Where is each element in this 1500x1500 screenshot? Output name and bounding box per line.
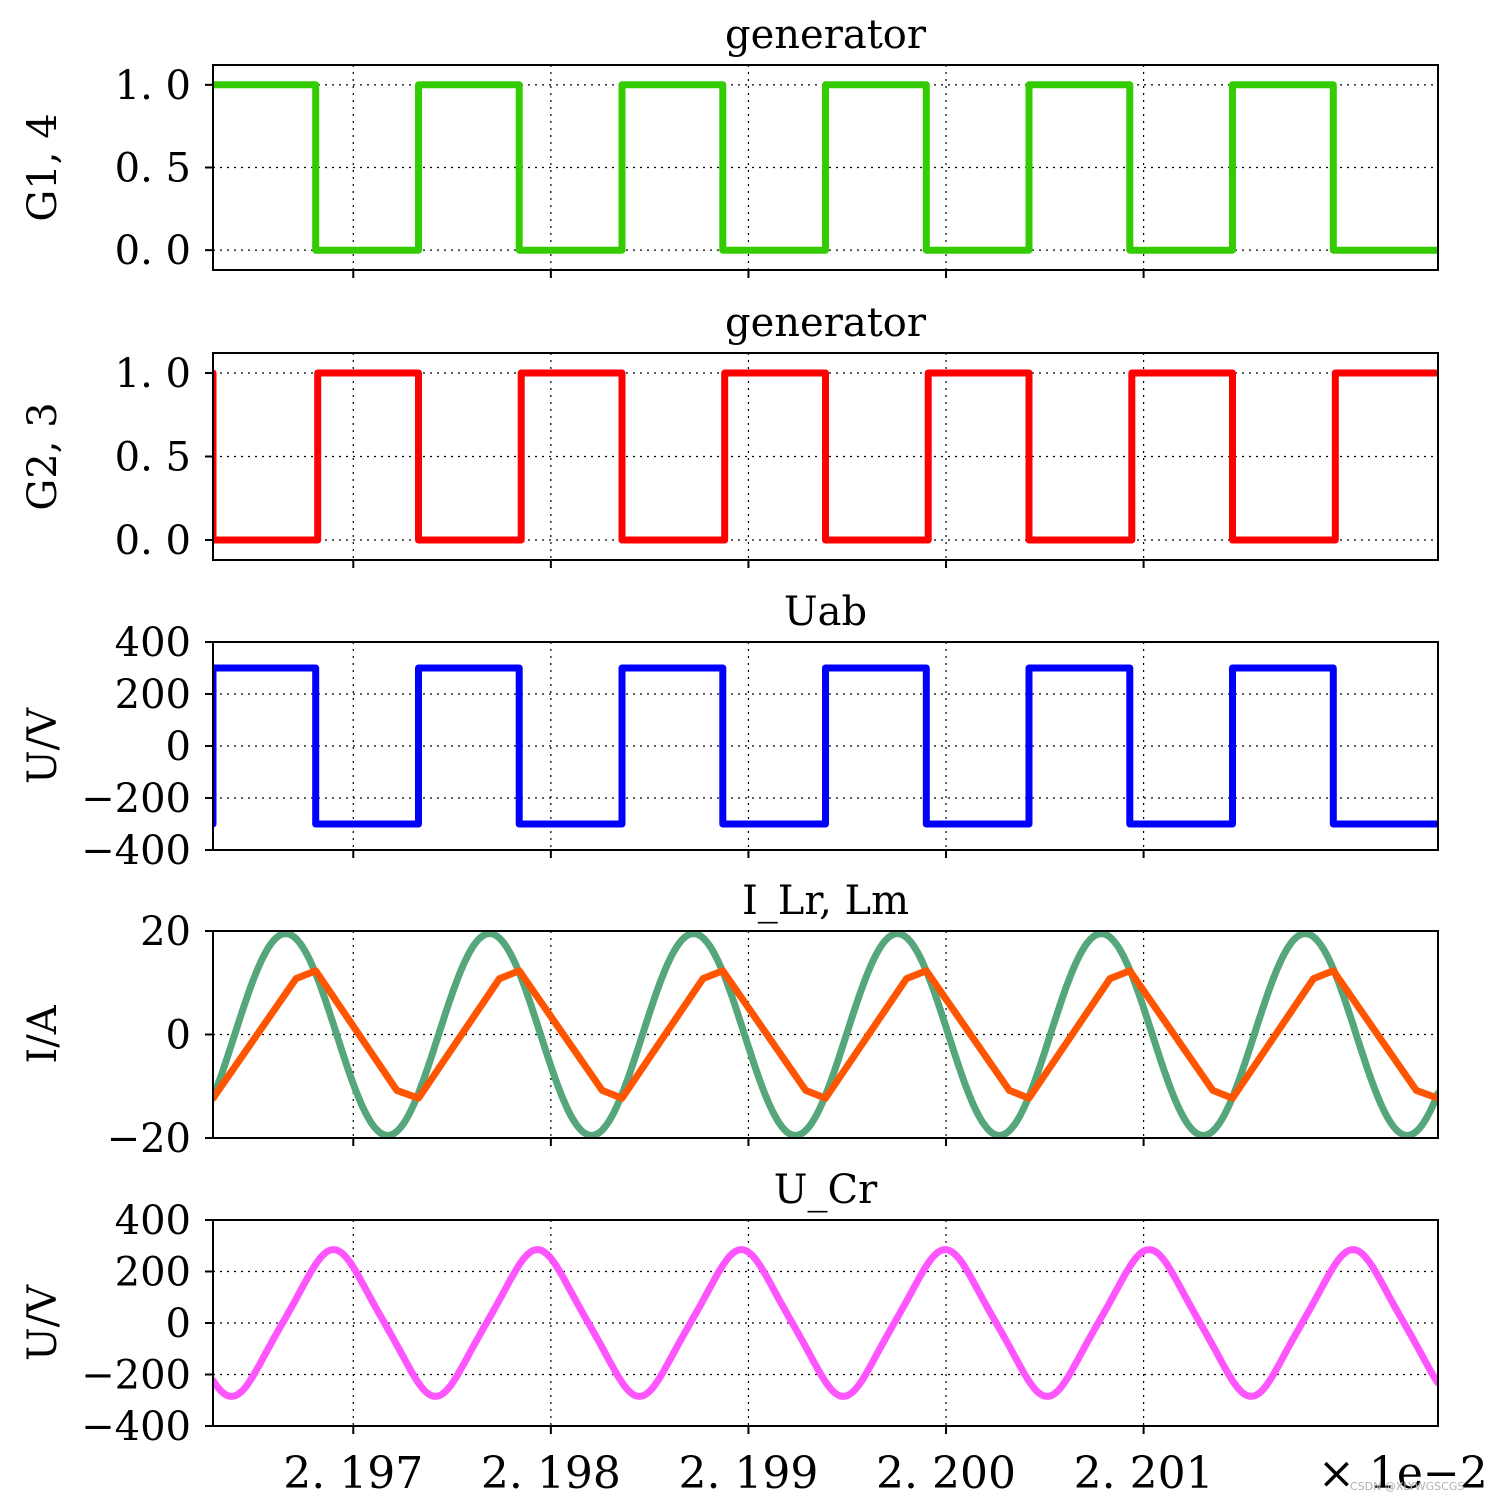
panel-title: I_Lr, Lm bbox=[742, 878, 909, 924]
y-tick-label-3: 0 bbox=[166, 1301, 191, 1347]
y-tick-label-2: −200 bbox=[81, 1353, 191, 1399]
y-tick-label-5: 400 bbox=[115, 1198, 191, 1244]
y-tick-label-2: 0. 5 bbox=[115, 146, 191, 192]
y-tick-label-1: −20 bbox=[107, 1116, 191, 1162]
watermark: CSDN @XLYWGSCGS bbox=[1350, 1480, 1464, 1493]
chart-panel-2: 0. 0 0. 5 1. 0 generator G2, 3 bbox=[20, 300, 1439, 568]
panel-title: Uab bbox=[784, 589, 867, 635]
chart-panels: 0. 0 0. 5 1. 0 generator G1, 4 0. 0 0. 5 1. 0 ge… bbox=[20, 12, 1439, 1499]
x-tick-label-3: 2. 199 bbox=[678, 1448, 818, 1499]
y-tick-label-1: −400 bbox=[81, 828, 191, 874]
y-tick-label-2: −200 bbox=[81, 776, 191, 822]
panel-title: U_Cr bbox=[774, 1167, 878, 1213]
y-tick-label-3: 20 bbox=[140, 909, 191, 955]
series-line-4-2 bbox=[213, 967, 1438, 1102]
panel-title: generator bbox=[725, 12, 927, 58]
y-tick-label-3: 1. 0 bbox=[115, 63, 191, 109]
y-axis-label: G1, 4 bbox=[20, 113, 66, 221]
chart-panel-1: 0. 0 0. 5 1. 0 generator G1, 4 bbox=[20, 12, 1439, 278]
y-tick-label-1: 0. 0 bbox=[115, 518, 191, 564]
x-tick-label-5: 2. 201 bbox=[1074, 1448, 1214, 1499]
chart-panel-3: −400 −200 0 200 400 Uab U/V bbox=[20, 589, 1439, 874]
panel-title: generator bbox=[725, 300, 927, 346]
y-axis-label: U/V bbox=[20, 1284, 66, 1361]
x-tick-label-2: 2. 198 bbox=[481, 1448, 621, 1499]
chart-panel-5: −400 −200 0 200 400 U_Cr U/V 2. 197 2. 198 2. 199… bbox=[20, 1167, 1439, 1499]
chart-panel-4: −20 0 20 I_Lr, Lm I/A bbox=[20, 878, 1439, 1162]
x-axis-multiplier: × 1e−2 bbox=[1318, 1448, 1488, 1499]
x-tick-label-1: 2. 197 bbox=[283, 1448, 423, 1499]
y-tick-label-1: −400 bbox=[81, 1404, 191, 1450]
y-tick-label-1: 0. 0 bbox=[115, 228, 191, 274]
y-axis-label: I/A bbox=[20, 1004, 66, 1063]
x-tick-label-4: 2. 200 bbox=[876, 1448, 1016, 1499]
y-tick-label-4: 200 bbox=[115, 672, 191, 718]
series-line-1-1 bbox=[213, 81, 1438, 254]
y-tick-label-4: 200 bbox=[115, 1250, 191, 1296]
y-tick-label-2: 0. 5 bbox=[115, 435, 191, 481]
y-axis-label: U/V bbox=[20, 707, 66, 784]
y-tick-label-3: 0 bbox=[166, 724, 191, 770]
y-tick-label-5: 400 bbox=[115, 620, 191, 666]
y-tick-label-2: 0 bbox=[166, 1013, 191, 1059]
series-line-5-1 bbox=[213, 1246, 1438, 1400]
series-line-2-1 bbox=[213, 369, 1438, 544]
y-tick-label-3: 1. 0 bbox=[115, 351, 191, 397]
y-axis-label: G2, 3 bbox=[20, 402, 66, 510]
series-line-3-1 bbox=[213, 664, 1438, 828]
